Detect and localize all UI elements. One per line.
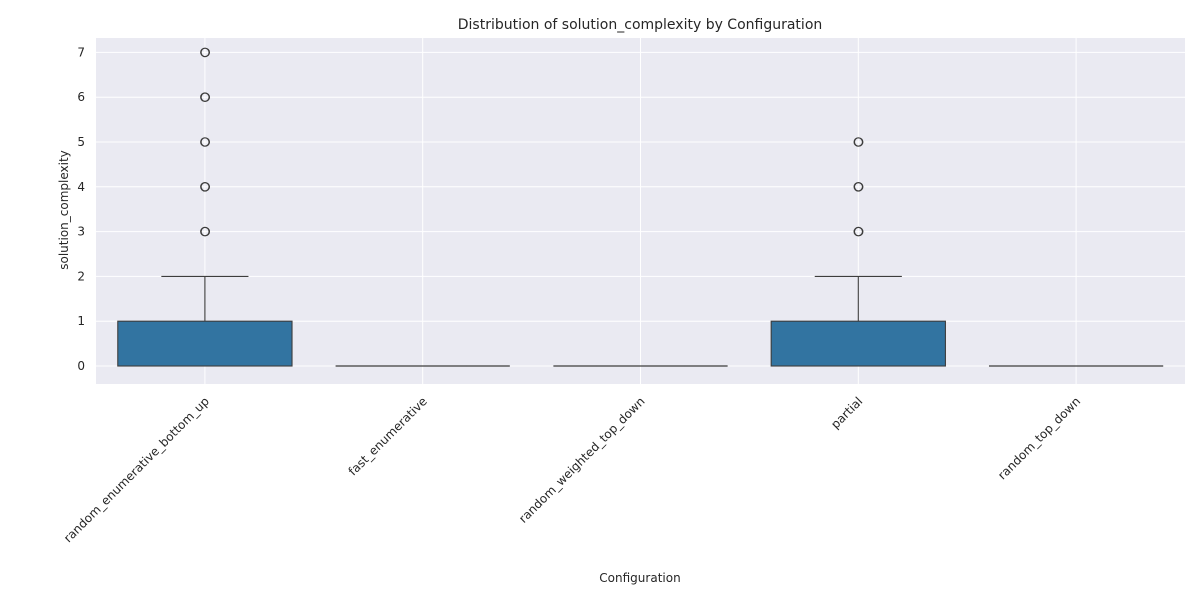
- y-tick-label: 6: [77, 90, 85, 104]
- y-tick-label: 5: [77, 135, 85, 149]
- y-tick-label: 3: [77, 225, 85, 239]
- x-tick-labels: random_enumerative_bottom_up fast_enumera…: [61, 394, 1083, 545]
- y-tick-label: 4: [77, 180, 85, 194]
- outlier-point: [854, 182, 864, 192]
- gridlines: [96, 38, 1185, 384]
- outlier-point: [854, 227, 864, 237]
- outlier-point: [200, 227, 211, 237]
- box-group: [117, 47, 293, 367]
- box-iqr: [117, 320, 293, 367]
- outlier-point: [200, 92, 211, 102]
- outlier-point: [200, 137, 211, 147]
- chart-title: Distribution of solution_complexity by C…: [458, 17, 823, 33]
- y-tick-labels: 0 1 2 3 4 5 6 7: [77, 45, 85, 373]
- boxes-layer: [117, 47, 1164, 367]
- box-group: [770, 137, 946, 367]
- x-tick-label: partial: [828, 394, 865, 431]
- x-tick-label: random_weighted_top_down: [516, 394, 648, 526]
- outlier-point: [200, 47, 211, 57]
- x-axis-label: Configuration: [599, 571, 680, 585]
- y-tick-label: 2: [77, 269, 85, 283]
- x-tick-label: random_enumerative_bottom_up: [61, 394, 212, 545]
- x-tick-label: fast_enumerative: [346, 394, 430, 478]
- y-axis-label: solution_complexity: [57, 150, 71, 270]
- y-tick-label: 0: [77, 359, 85, 373]
- x-tick-label: random_top_down: [995, 394, 1083, 482]
- outlier-point: [854, 137, 864, 147]
- y-tick-label: 1: [77, 314, 85, 328]
- outlier-point: [200, 182, 211, 192]
- box-iqr: [770, 320, 946, 367]
- y-tick-label: 7: [77, 45, 85, 59]
